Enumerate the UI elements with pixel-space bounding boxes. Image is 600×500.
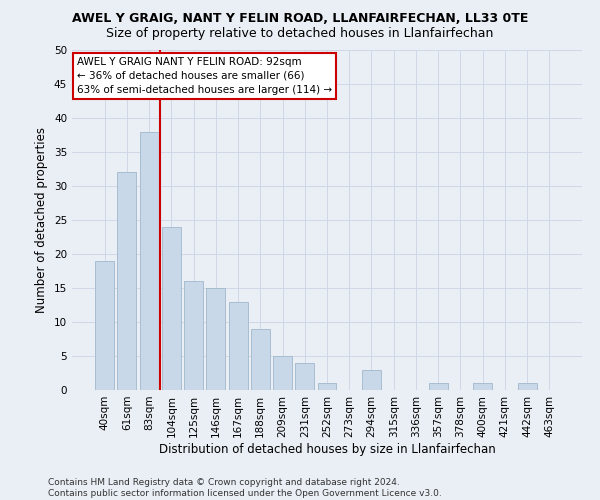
Text: AWEL Y GRAIG, NANT Y FELIN ROAD, LLANFAIRFECHAN, LL33 0TE: AWEL Y GRAIG, NANT Y FELIN ROAD, LLANFAI… [72,12,528,26]
Bar [140,132,158,390]
Text: Contains HM Land Registry data © Crown copyright and database right 2024.
Contai: Contains HM Land Registry data © Crown c… [48,478,442,498]
Bar [429,383,448,390]
Bar [362,370,381,390]
Y-axis label: Number of detached properties: Number of detached properties [35,127,49,313]
Bar [473,383,492,390]
Bar [518,383,536,390]
Bar [95,261,114,390]
Bar [317,383,337,390]
Bar [251,329,270,390]
Text: AWEL Y GRAIG NANT Y FELIN ROAD: 92sqm
← 36% of detached houses are smaller (66)
: AWEL Y GRAIG NANT Y FELIN ROAD: 92sqm ← … [77,57,332,95]
X-axis label: Distribution of detached houses by size in Llanfairfechan: Distribution of detached houses by size … [158,442,496,456]
Bar [206,288,225,390]
Bar [184,281,203,390]
Bar [118,172,136,390]
Bar [229,302,248,390]
Bar [162,227,181,390]
Text: Size of property relative to detached houses in Llanfairfechan: Size of property relative to detached ho… [106,28,494,40]
Bar [295,363,314,390]
Bar [273,356,292,390]
